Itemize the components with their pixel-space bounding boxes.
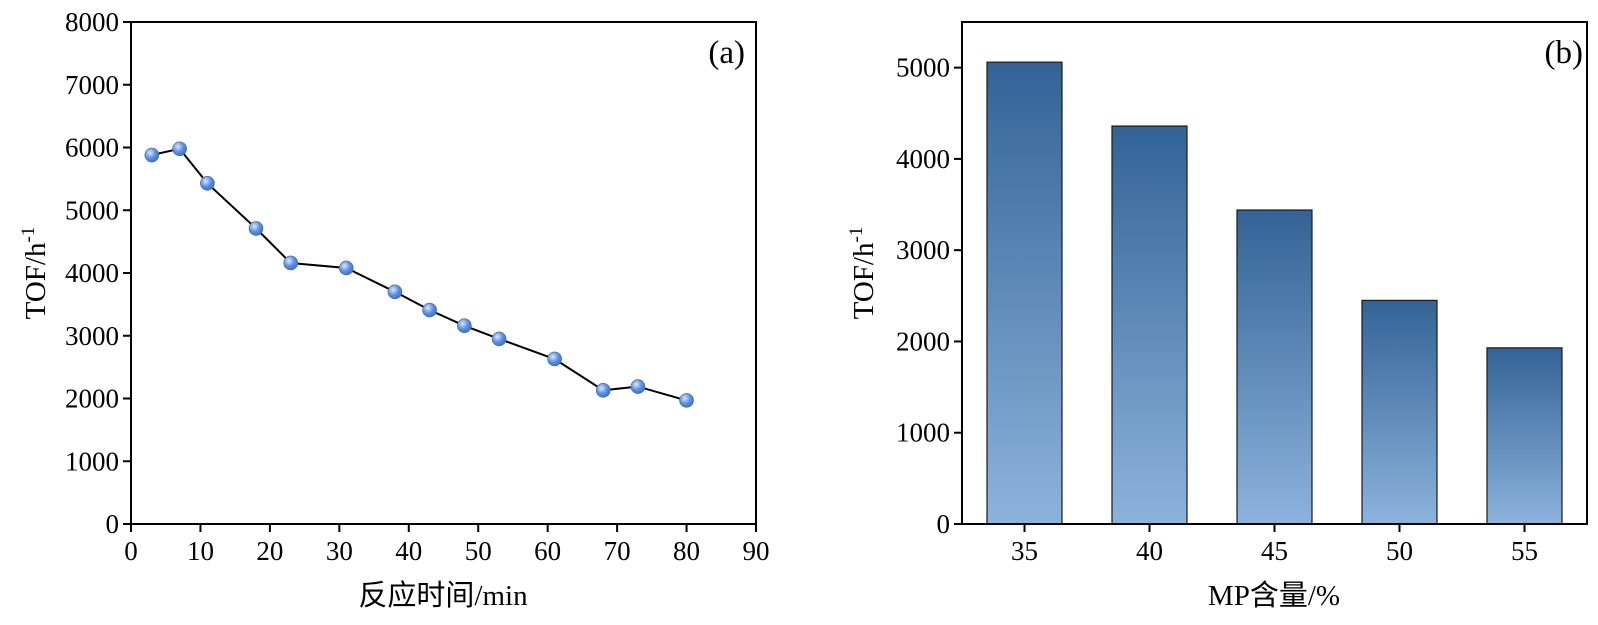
panel-b-y-tick-label: 2000 <box>896 326 950 356</box>
panel-b-bar-50 <box>1361 299 1438 525</box>
panel-a-x-tick-label: 90 <box>743 536 770 566</box>
panel-a-data-point <box>248 221 264 236</box>
panel-b-bar-45 <box>1236 209 1313 525</box>
panel-a-line-chart: 0 1000 2000 3000 4000 5000 6000 7000 8000 0 10 20 30… <box>18 7 770 612</box>
panel-a-data-point <box>338 260 354 276</box>
panel-a-y-tick-label: 2000 <box>65 384 119 414</box>
panel-b-x-tick-label: 50 <box>1386 536 1413 566</box>
panel-b-bar-35 <box>986 61 1063 525</box>
panel-a-x-tick-label: 10 <box>187 536 214 566</box>
panel-a-x-tick-label: 0 <box>124 536 138 566</box>
panel-a-x-tick-label: 60 <box>534 536 561 566</box>
panel-a-x-tick-label: 30 <box>326 536 353 566</box>
panel-a-y-axis-title: TOF/h-1 <box>18 227 52 320</box>
panel-a-points <box>144 141 694 408</box>
panel-a-data-point <box>679 393 694 408</box>
panel-b-x-tick-label: 35 <box>1011 536 1038 566</box>
panel-a-x-axis-title: 反应时间/min <box>358 579 528 612</box>
panel-b-y-axis-title-main: TOF/h <box>848 242 880 319</box>
panel-a-data-point <box>547 351 562 367</box>
panel-b-bar-40 <box>1111 125 1188 525</box>
panel-a-series-line <box>151 147 687 402</box>
panel-a-data-point <box>491 331 507 347</box>
panel-a-x-tick-label: 80 <box>673 536 700 566</box>
panel-a-x-tick-label: 20 <box>256 536 283 566</box>
panel-a-x-tick-label: 70 <box>604 536 631 566</box>
panel-a-data-point <box>457 318 472 334</box>
panel-a-data-point <box>200 175 215 191</box>
panel-a-x-tick-label: 50 <box>465 536 492 566</box>
panel-b-y-tick-label: 0 <box>937 509 951 539</box>
panel-a-label: (a) <box>708 35 745 71</box>
panel-a-ticks: 0 1000 2000 3000 4000 5000 6000 7000 8000 0 10 20 30… <box>65 7 770 566</box>
panel-a-data-point <box>422 302 437 318</box>
panel-b-bar-55 <box>1486 347 1563 525</box>
panel-a-y-axis-title-main: TOF/h <box>20 242 52 319</box>
panel-a-y-tick-label: 6000 <box>65 133 119 163</box>
panel-a-y-tick-label: 7000 <box>65 70 119 100</box>
panel-a-data-point <box>283 255 299 271</box>
panel-b-y-tick-label: 1000 <box>896 418 950 448</box>
panel-a-data-point <box>630 379 646 394</box>
panel-b-x-axis-title: MP含量/% <box>1208 579 1340 612</box>
panel-a-y-tick-label: 4000 <box>65 258 119 288</box>
panel-a-data-point <box>387 284 403 300</box>
panel-b-x-tick-label: 40 <box>1136 536 1163 566</box>
panel-b-y-tick-label: 5000 <box>896 53 950 83</box>
panel-a-y-tick-label: 0 <box>106 509 120 539</box>
panel-a-y-tick-label: 8000 <box>65 7 119 37</box>
panel-a-data-point <box>595 383 611 398</box>
panel-b-y-axis-title: TOF/h-1 <box>846 227 880 320</box>
panel-b-y-tick-label: 4000 <box>896 144 950 174</box>
panel-a-data-point <box>172 141 187 157</box>
panel-a-y-tick-label: 1000 <box>65 446 119 476</box>
panel-a-y-tick-label: 5000 <box>65 195 119 225</box>
panel-a-series-path <box>151 147 687 402</box>
panel-a-data-point <box>144 147 160 163</box>
panel-a-x-tick-label: 40 <box>395 536 422 566</box>
panel-b-bars <box>986 61 1563 525</box>
panel-b-ticks: 35 40 45 50 55 0 1000 2000 3000 4000 5000 <box>896 53 1538 566</box>
panel-b-x-tick-label: 55 <box>1511 536 1538 566</box>
panel-b-label: (b) <box>1545 35 1583 71</box>
panel-b-x-tick-label: 45 <box>1261 536 1288 566</box>
panel-a-y-tick-label: 3000 <box>65 321 119 351</box>
panel-b-bar-chart: 35 40 45 50 55 0 1000 2000 3000 4000 5000 (b) MP含量… <box>846 21 1588 612</box>
panel-b-y-tick-label: 3000 <box>896 235 950 265</box>
panel-b-y-axis-title-sup: -1 <box>846 227 867 243</box>
panel-a-y-axis-title-sup: -1 <box>18 227 39 243</box>
panel-a-frame <box>130 21 757 525</box>
